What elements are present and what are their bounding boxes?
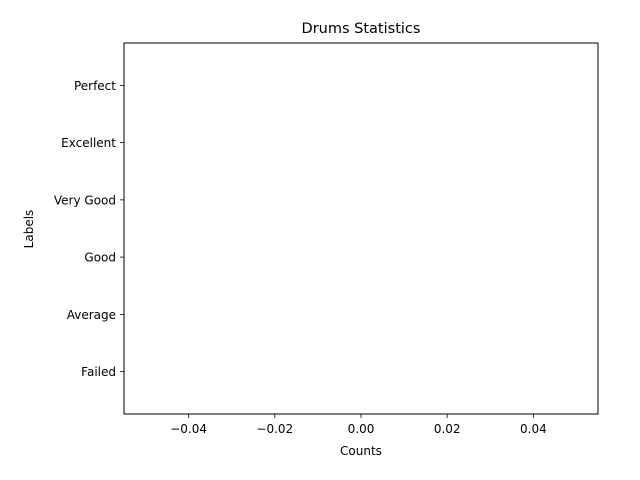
y-tick-label: Good [84, 251, 116, 265]
x-axis-label: Counts [340, 444, 382, 458]
y-axis-label: Labels [22, 210, 36, 249]
y-tick-label: Perfect [74, 79, 116, 93]
x-axis-ticks: −0.04 −0.02 0.00 0.02 0.04 [170, 414, 547, 436]
plot-area-frame [123, 42, 599, 415]
y-tick-label: Average [67, 308, 116, 322]
y-tick-label: Very Good [54, 193, 116, 207]
y-axis-ticks: Failed Average Good Very Good Excellent Perfe… [54, 79, 124, 379]
y-tick-label: Excellent [61, 136, 116, 150]
chart-title: Drums Statistics [302, 21, 421, 37]
x-tick-label: 0.02 [434, 422, 461, 436]
x-tick-label: 0.00 [348, 422, 375, 436]
x-tick-label: −0.04 [170, 422, 207, 436]
x-tick-label: −0.02 [256, 422, 293, 436]
x-tick-label: 0.04 [520, 422, 547, 436]
y-tick-label: Failed [81, 365, 116, 379]
